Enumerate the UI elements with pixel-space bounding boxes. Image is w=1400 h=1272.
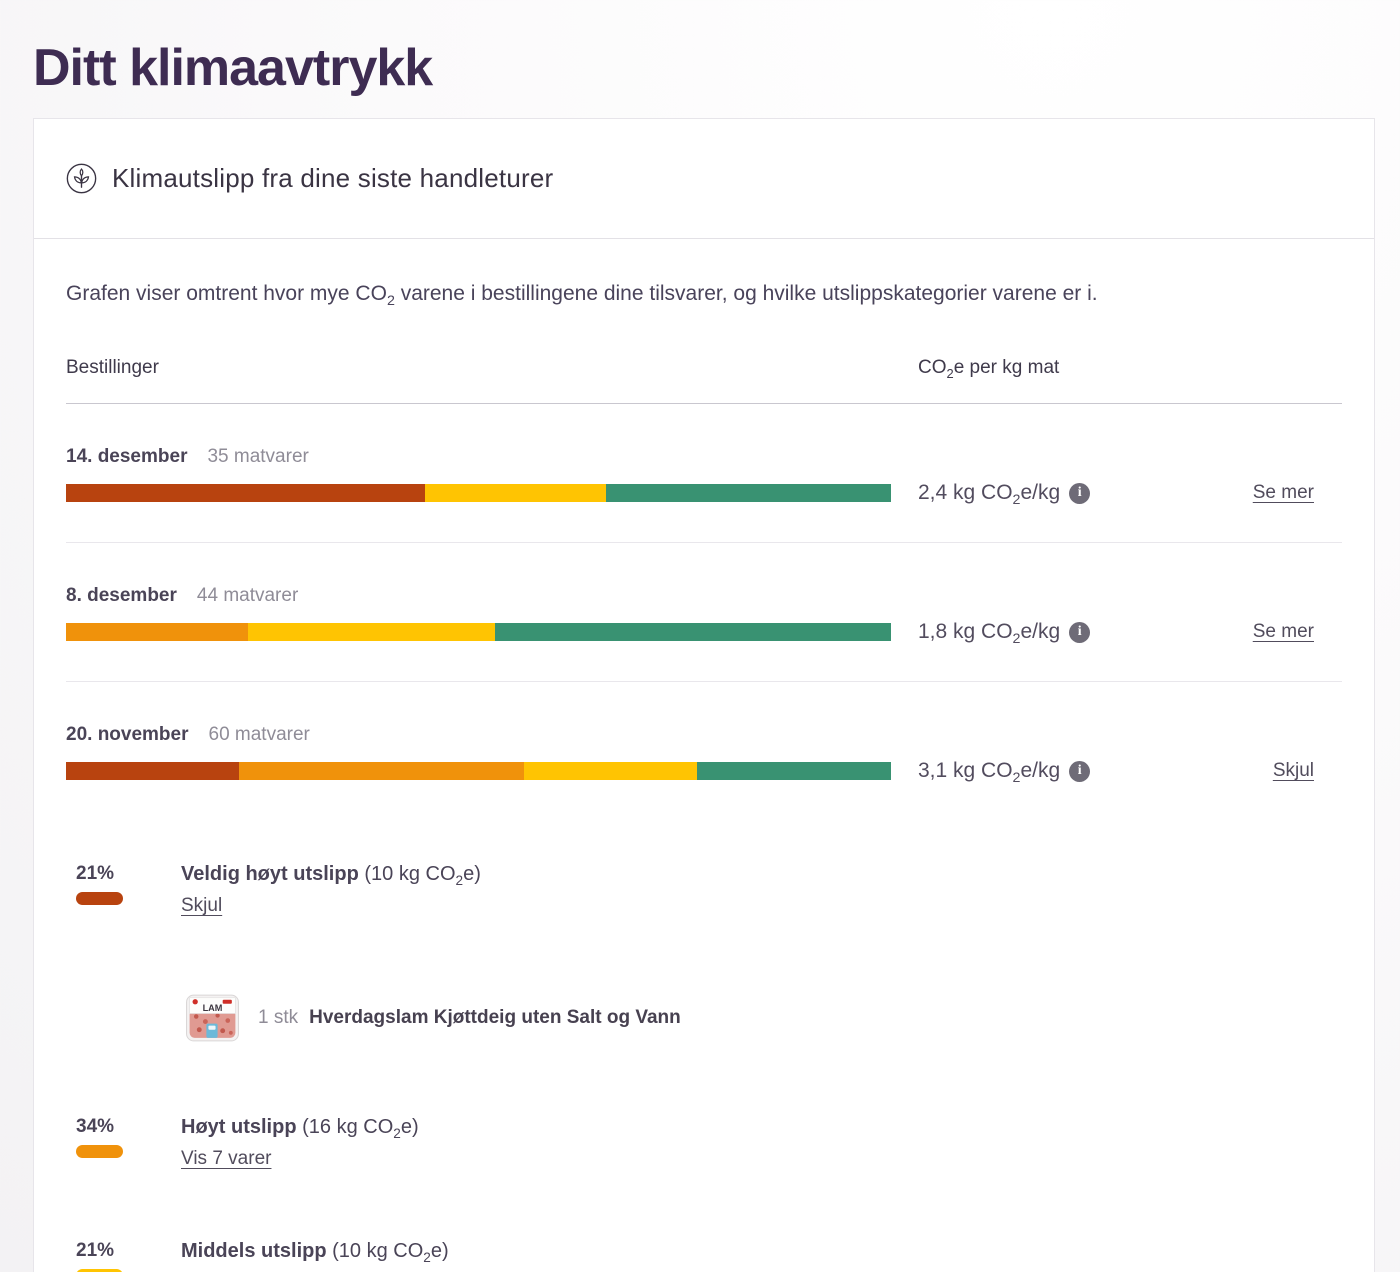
subscript-2: 2 xyxy=(946,365,954,381)
category-color-pill xyxy=(76,1145,123,1158)
co2-value: 3,1 kg CO2e/kg i xyxy=(918,759,1178,787)
page: Ditt klimaavtrykk Klimautslipp fra dine … xyxy=(0,42,1400,1272)
subscript-2: 2 xyxy=(1012,631,1021,648)
category-title: Veldig høyt utslipp (10 kg CO2e) xyxy=(181,863,481,888)
se-mer-link[interactable]: Se mer xyxy=(1252,482,1314,503)
vis-varer-link[interactable]: Vis 7 varer xyxy=(181,1148,272,1169)
climate-card: Klimautslipp fra dine siste handleturer … xyxy=(33,118,1375,1272)
description-text: Grafen viser omtrent hvor mye CO xyxy=(66,282,387,305)
svg-text:LAM: LAM xyxy=(203,1003,223,1013)
order-date: 14. desember xyxy=(66,446,188,467)
emission-bar xyxy=(66,762,891,780)
subscript-2: 2 xyxy=(393,1126,401,1141)
card-header: Klimautslipp fra dine siste handleturer xyxy=(34,119,1374,239)
description: Grafen viser omtrent hvor mye CO2 varene… xyxy=(66,279,1342,309)
product-row: LAM 1 stk Hverdagslam Kjøttdeig uten Sal… xyxy=(184,989,1342,1046)
se-mer-link[interactable]: Se mer xyxy=(1252,621,1314,642)
category-color-pill xyxy=(76,1269,123,1272)
subscript-2: 2 xyxy=(386,293,395,310)
product-quantity: 1 stk xyxy=(258,1006,299,1028)
subscript-2: 2 xyxy=(1012,492,1021,509)
category-medium: 21% Middels utslipp (10 kg CO2e) Vis 13 … xyxy=(76,1240,1342,1272)
card-body: Grafen viser omtrent hvor mye CO2 varene… xyxy=(34,279,1374,1272)
col-header-co2e: CO2e per kg mat xyxy=(918,357,1060,381)
description-text: varene i bestillingene dine tilsvarer, o… xyxy=(394,282,1098,305)
skjul-link[interactable]: Skjul xyxy=(1272,760,1314,781)
co2-value: 1,8 kg CO2e/kg i xyxy=(918,620,1178,648)
category-percent: 21% xyxy=(76,863,115,884)
category-very-high: 21% Veldig høyt utslipp (10 kg CO2e) Skj… xyxy=(76,863,1342,917)
subscript-2: 2 xyxy=(423,1250,431,1265)
subscript-2: 2 xyxy=(455,873,464,888)
category-color-pill xyxy=(76,892,123,905)
info-icon[interactable]: i xyxy=(1069,621,1091,643)
card-title: Klimautslipp fra dine siste handleturer xyxy=(112,163,554,193)
order-date: 20. november xyxy=(66,724,189,745)
co2-value: 2,4 kg CO2e/kg i xyxy=(918,481,1178,509)
category-percent: 34% xyxy=(76,1116,115,1137)
emission-breakdown: 21% Veldig høyt utslipp (10 kg CO2e) Skj… xyxy=(66,863,1342,1272)
page-title: Ditt klimaavtrykk xyxy=(33,39,433,97)
category-high: 34% Høyt utslipp (16 kg CO2e) Vis 7 vare… xyxy=(76,1116,1342,1170)
order-row-14-desember: 14. desember 35 matvarer 2,4 kg CO2e/kg i… xyxy=(66,404,1342,542)
info-icon[interactable]: i xyxy=(1069,760,1091,782)
order-date: 8. desember xyxy=(66,585,177,606)
order-item-count: 35 matvarer xyxy=(207,446,309,467)
skjul-link[interactable]: Skjul xyxy=(181,895,223,916)
plant-icon xyxy=(66,163,97,194)
row-divider xyxy=(66,681,1342,682)
product-name: Hverdagslam Kjøttdeig uten Salt og Vann xyxy=(309,1006,681,1028)
order-item-count: 60 matvarer xyxy=(208,724,310,745)
category-title: Middels utslipp (10 kg CO2e) xyxy=(181,1240,449,1265)
order-row-8-desember: 8. desember 44 matvarer 1,8 kg CO2e/kg i … xyxy=(66,543,1342,681)
order-item-count: 44 matvarer xyxy=(196,585,299,606)
col-header-bestillinger: Bestillinger xyxy=(66,357,159,378)
column-headers: Bestillinger CO2e per kg mat xyxy=(66,357,1342,381)
row-divider xyxy=(66,542,1342,543)
category-title: Høyt utslipp (16 kg CO2e) xyxy=(181,1116,419,1141)
header-divider xyxy=(66,403,1342,404)
product-image: LAM xyxy=(184,989,241,1046)
order-row-20-november: 20. november 60 matvarer 3,1 kg CO2e/kg i… xyxy=(66,682,1342,820)
subscript-2: 2 xyxy=(1012,770,1021,787)
emission-bar xyxy=(66,623,891,641)
category-percent: 21% xyxy=(76,1240,115,1261)
info-icon[interactable]: i xyxy=(1069,482,1091,504)
emission-bar xyxy=(66,484,891,502)
